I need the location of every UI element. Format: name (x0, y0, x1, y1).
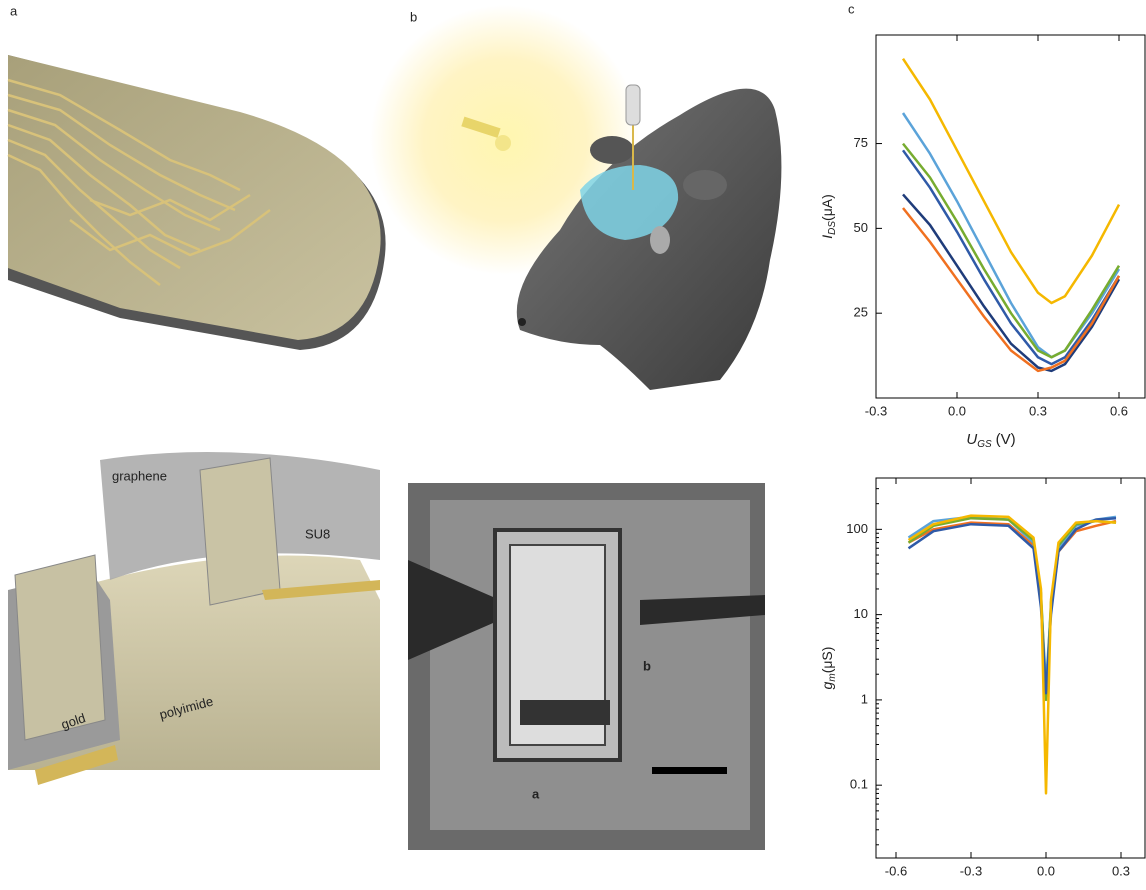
micrograph-label: b (643, 658, 651, 673)
y-tick-label: 50 (854, 220, 868, 235)
label-part: (μS) (819, 647, 835, 674)
x-tick-label: -0.3 (960, 863, 982, 878)
x-tick-label: 0.0 (1037, 863, 1055, 878)
data-line (902, 142, 1121, 359)
data-line (902, 193, 1121, 373)
data-line (907, 514, 1117, 795)
label-part: GS (977, 439, 992, 450)
label-part: g (819, 681, 835, 689)
y-tick-label: 0.1 (850, 777, 868, 792)
panel-label: a (10, 3, 18, 18)
y-axis-label: gm(μS) (819, 647, 838, 690)
label-part: (V) (996, 431, 1016, 448)
rat-illustration (370, 5, 782, 391)
data-line (907, 516, 1117, 695)
y-tick-label: 100 (846, 521, 868, 536)
device-label: graphene (112, 468, 167, 483)
plot-frame (875, 477, 1146, 859)
label-part: (μA) (819, 194, 835, 221)
device-label: gold (59, 710, 87, 732)
data-line (907, 519, 1117, 698)
data-line (901, 58, 1121, 305)
x-tick-label: -0.3 (865, 403, 887, 418)
y-tick-label: 1 (861, 691, 868, 706)
y-tick-label: 25 (854, 305, 868, 320)
label-part: DS (827, 221, 838, 235)
x-tick-label: 0.0 (948, 403, 966, 418)
label-part: I (819, 235, 835, 239)
x-tick-label: -0.6 (885, 863, 907, 878)
x-tick-label: 0.6 (1110, 403, 1128, 418)
panel-label: c (848, 1, 855, 16)
plot-frame (875, 34, 1146, 399)
data-line (902, 207, 1121, 373)
x-tick-label: 0.3 (1112, 863, 1130, 878)
data-line (907, 515, 1117, 687)
micrograph-label: a (532, 786, 540, 801)
x-axis-label: UGS (V) (966, 431, 1015, 450)
panel-label: b (410, 9, 417, 24)
y-tick-label: 10 (854, 606, 868, 621)
y-tick-label: 75 (854, 135, 868, 150)
probe-illustration (7, 55, 386, 350)
label-part: U (966, 431, 977, 448)
y-axis-label: IDS(μA) (819, 194, 838, 239)
data-line (901, 149, 1121, 366)
data-line (907, 516, 1117, 702)
x-tick-label: 0.3 (1029, 403, 1047, 418)
micrograph: a b (408, 483, 765, 850)
label-part: m (827, 673, 838, 681)
device-illustration: graphene SU8 gold polyimide (8, 452, 380, 785)
device-label: SU8 (305, 526, 330, 541)
charts: -0.3 0.0 0.3 0.6 25 50 75 UGS (V) IDS(μA) -0.6 -0.3… (819, 34, 1146, 878)
